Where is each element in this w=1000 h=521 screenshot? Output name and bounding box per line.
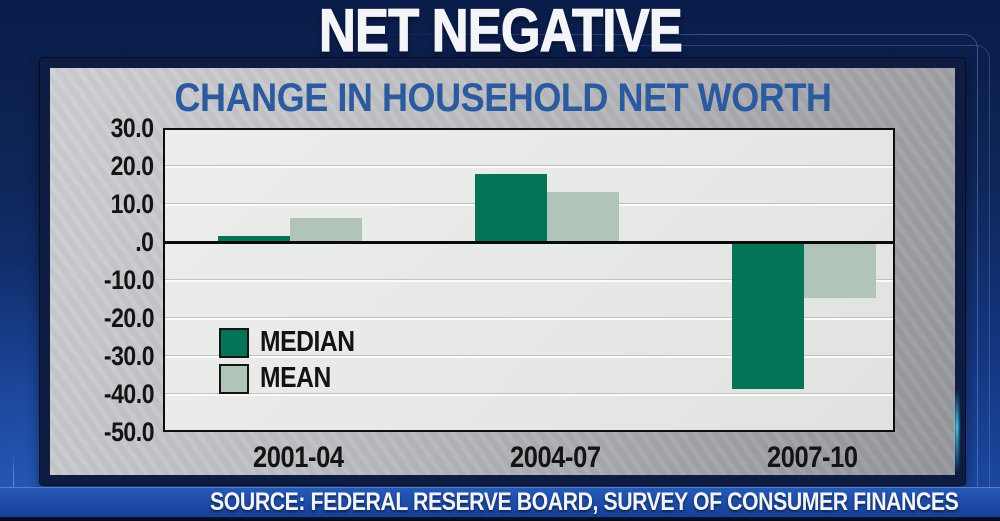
- y-tick-label: -50.0: [103, 417, 155, 447]
- legend-swatch-mean: [219, 363, 249, 394]
- chart-panel: CHANGE IN HOUSEHOLD NET WORTH 30.0 20.0 10…: [40, 58, 965, 485]
- legend-label: MEAN: [260, 362, 331, 394]
- bar-median-2004-07: [475, 174, 547, 242]
- zero-baseline: [165, 241, 893, 244]
- x-tick-label-2001-04: 2001-04: [252, 441, 344, 474]
- x-tick-label-2007-10: 2007-10: [766, 441, 858, 474]
- y-tick-label: 20.0: [111, 151, 154, 181]
- gridline: [165, 317, 893, 320]
- y-tick-label: 10.0: [111, 189, 154, 219]
- y-tick-label: -20.0: [103, 303, 155, 333]
- y-tick-label: -30.0: [103, 341, 155, 371]
- bar-median-2007-10: [732, 242, 804, 389]
- bar-median-2001-04: [218, 236, 290, 242]
- bottom-strip: [0, 517, 1000, 521]
- plot-area: MEDIAN MEAN: [163, 128, 895, 432]
- y-tick-label: .0: [135, 227, 155, 257]
- legend-swatch-median: [219, 327, 249, 358]
- chart-panel-inner: CHANGE IN HOUSEHOLD NET WORTH 30.0 20.0 10…: [50, 68, 955, 475]
- source-bar: SOURCE: FEDERAL RESERVE BOARD, SURVEY OF…: [0, 487, 1000, 517]
- gridline: [165, 393, 893, 396]
- bar-mean-2001-04: [290, 218, 362, 242]
- bar-mean-2007-10: [804, 242, 876, 298]
- gridline: [165, 165, 893, 168]
- page-title-text: NET NEGATIVE: [318, 0, 683, 64]
- gridline: [165, 279, 893, 282]
- y-axis-labels: 30.0 20.0 10.0 .0 -10.0 -20.0 -30.0 -40.0 -50.0: [50, 68, 155, 475]
- gridline: [165, 355, 893, 358]
- chart-title: CHANGE IN HOUSEHOLD NET WORTH: [50, 74, 955, 122]
- glint-highlight: [955, 389, 959, 473]
- y-tick-label: 30.0: [111, 113, 154, 143]
- y-tick-label: -40.0: [103, 379, 155, 409]
- legend-label: MEDIAN: [260, 326, 355, 358]
- source-text: SOURCE: FEDERAL RESERVE BOARD, SURVEY OF…: [209, 488, 959, 516]
- legend-item-mean: MEAN: [219, 362, 343, 395]
- y-tick-label: -10.0: [103, 265, 155, 295]
- legend-item-median: MEDIAN: [219, 326, 371, 359]
- chart-title-text: CHANGE IN HOUSEHOLD NET WORTH: [174, 75, 831, 120]
- bar-mean-2004-07: [547, 192, 619, 242]
- x-tick-label-2004-07: 2004-07: [509, 441, 601, 474]
- page-title: NET NEGATIVE: [0, 0, 1000, 64]
